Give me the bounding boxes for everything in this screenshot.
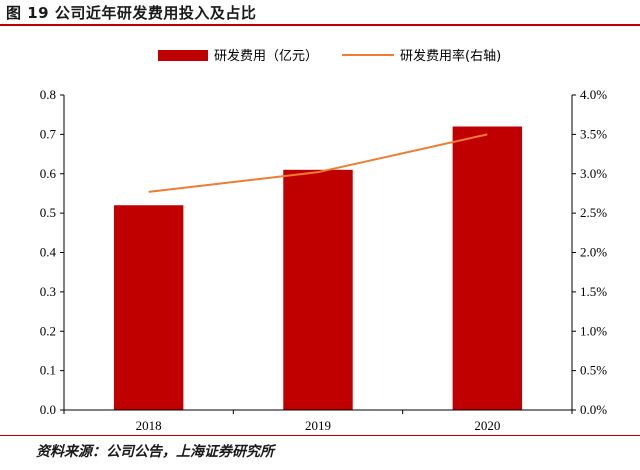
y2-tick-label: 4.0% (580, 87, 607, 102)
y2-tick-label: 2.5% (580, 205, 607, 220)
figure-title: 图 19 公司近年研发费用投入及占比 (6, 4, 257, 22)
x-tick-label: 2019 (305, 418, 331, 430)
x-tick-label: 2020 (474, 418, 500, 430)
legend-label-line: 研发费用率(右轴) (400, 48, 501, 64)
y-tick-label: 0.0 (40, 402, 56, 417)
title-divider (0, 24, 640, 26)
y-tick-label: 0.6 (40, 166, 57, 181)
y-tick-label: 0.8 (40, 87, 56, 102)
y2-tick-label: 1.0% (580, 323, 607, 338)
legend: 研发费用（亿元） 研发费用率(右轴) (158, 48, 501, 64)
y-tick-label: 0.3 (40, 284, 56, 299)
source-divider (0, 435, 640, 436)
y2-tick-label: 3.0% (580, 166, 607, 181)
y-tick-label: 0.7 (40, 126, 57, 141)
bars (113, 126, 523, 410)
y-tick-label: 0.5 (40, 205, 56, 220)
y2-tick-label: 1.5% (580, 284, 607, 299)
y2-tick-label: 0.0% (580, 402, 607, 417)
y-tick-label: 0.2 (40, 323, 56, 338)
bar (113, 205, 184, 410)
source-note: 资料来源：公司公告，上海证券研究所 (36, 444, 274, 460)
bar (283, 169, 353, 410)
chart: 研发费用（亿元） 研发费用率(右轴) 0.00.10.20.30.40.50.60… (40, 48, 608, 430)
x-tick-label: 2018 (136, 418, 162, 430)
legend-swatch-bar (158, 50, 208, 61)
bar (452, 126, 523, 410)
line-path (148, 133, 488, 193)
axes: 0.0 0.1 0.2 0.3 0.4 0.5 0.6 0.7 0.8 0.0% 0.5% 1.0% 1… (40, 87, 608, 430)
y-tick-label: 0.4 (40, 245, 57, 260)
y-tick-label: 0.1 (40, 363, 56, 378)
y2-tick-label: 2.0% (580, 245, 607, 260)
legend-label-bar: 研发费用（亿元） (214, 48, 318, 64)
y2-tick-label: 3.5% (580, 126, 607, 141)
y2-tick-label: 0.5% (580, 363, 607, 378)
line-series (148, 133, 488, 193)
